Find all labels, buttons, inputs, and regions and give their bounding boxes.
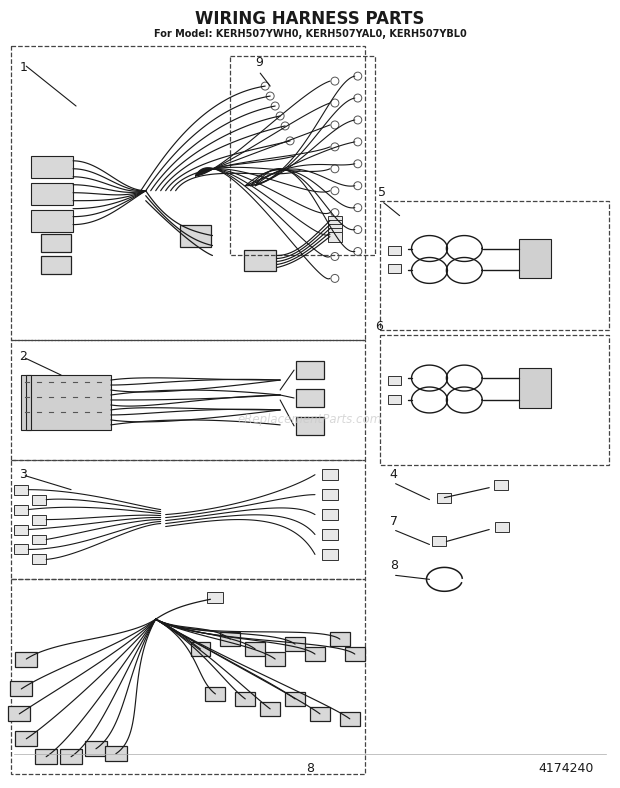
Bar <box>340 712 360 726</box>
Bar <box>205 687 226 701</box>
Bar <box>379 201 609 330</box>
Bar <box>85 742 107 756</box>
Bar <box>328 220 342 229</box>
Bar <box>14 485 29 495</box>
Bar <box>265 652 285 666</box>
Text: 8: 8 <box>389 559 397 572</box>
Text: 3: 3 <box>19 468 27 481</box>
Text: 8: 8 <box>306 762 314 775</box>
Text: 2: 2 <box>19 350 27 363</box>
Bar <box>32 495 46 504</box>
Bar <box>388 376 401 385</box>
Bar <box>330 632 350 646</box>
Bar <box>236 692 255 706</box>
Bar <box>14 504 29 515</box>
Bar <box>231 56 374 255</box>
Text: For Model: KERH507YWH0, KERH507YAL0, KERH507YBL0: For Model: KERH507YWH0, KERH507YAL0, KER… <box>154 29 466 39</box>
Text: WIRING HARNESS PARTS: WIRING HARNESS PARTS <box>195 10 425 28</box>
Bar <box>495 522 509 532</box>
Bar <box>388 246 401 255</box>
Text: 4174240: 4174240 <box>538 762 594 775</box>
Bar <box>494 480 508 489</box>
Bar <box>220 632 241 646</box>
Bar <box>14 545 29 555</box>
Bar <box>11 340 365 459</box>
Text: 6: 6 <box>374 320 383 333</box>
Bar <box>60 749 82 764</box>
Bar <box>285 637 305 651</box>
Bar <box>345 647 365 661</box>
Bar <box>388 396 401 404</box>
Bar <box>322 469 338 480</box>
Text: 7: 7 <box>389 515 397 527</box>
Text: 1: 1 <box>19 61 27 74</box>
Bar <box>11 459 365 579</box>
Bar <box>8 706 30 721</box>
Bar <box>21 375 111 430</box>
Bar <box>208 592 223 603</box>
Bar <box>16 652 37 667</box>
Bar <box>328 224 342 233</box>
Bar <box>190 642 210 656</box>
Bar <box>180 225 211 247</box>
Bar <box>305 647 325 661</box>
Bar <box>328 216 342 225</box>
Bar <box>41 256 71 274</box>
Text: 5: 5 <box>378 186 386 199</box>
Bar <box>11 579 365 774</box>
Bar <box>322 529 338 540</box>
Bar <box>35 749 57 764</box>
Bar <box>296 389 324 407</box>
Bar <box>105 746 127 761</box>
Bar <box>296 361 324 379</box>
Bar <box>322 489 338 500</box>
Bar <box>32 515 46 525</box>
Bar <box>32 555 46 564</box>
Bar <box>296 417 324 435</box>
Bar <box>31 183 73 205</box>
Bar <box>11 682 32 697</box>
Bar <box>519 239 551 278</box>
Bar <box>244 250 276 271</box>
Bar <box>31 156 73 178</box>
Bar <box>246 642 265 656</box>
Bar <box>41 233 71 251</box>
Bar <box>11 46 365 340</box>
Bar <box>432 537 446 546</box>
Bar <box>14 525 29 534</box>
Text: 4: 4 <box>389 468 397 481</box>
Bar <box>388 264 401 273</box>
Bar <box>285 692 305 706</box>
Bar <box>310 707 330 721</box>
Text: eReplacementParts.com: eReplacementParts.com <box>238 414 382 426</box>
Bar <box>322 509 338 520</box>
Text: 9: 9 <box>255 56 263 69</box>
Bar <box>519 368 551 408</box>
Bar <box>379 335 609 465</box>
Bar <box>328 228 342 237</box>
Bar <box>32 534 46 545</box>
Bar <box>328 232 342 242</box>
Bar <box>438 492 451 503</box>
Bar <box>16 731 37 746</box>
Bar <box>31 210 73 232</box>
Bar <box>26 375 31 430</box>
Bar <box>260 702 280 716</box>
Bar <box>322 549 338 560</box>
